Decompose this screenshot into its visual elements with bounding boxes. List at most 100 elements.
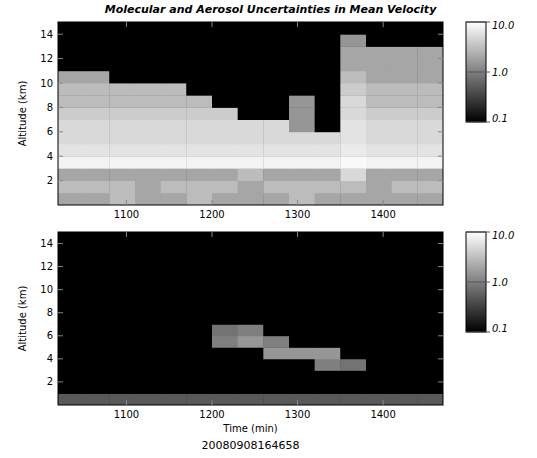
x-tick (383, 400, 384, 405)
heat-cell (315, 181, 341, 194)
heat-cell (315, 255, 341, 267)
heat-cell (289, 370, 315, 382)
y-tick (58, 156, 63, 157)
heat-cell (84, 290, 110, 302)
heat-cell (186, 382, 212, 394)
heat-cell (392, 34, 418, 47)
heat-cell (161, 370, 187, 382)
heat-cell (315, 313, 341, 325)
heat-cell (212, 22, 238, 35)
heat-cell (58, 46, 84, 59)
heat-cell (58, 193, 84, 205)
heat-cell (212, 193, 238, 205)
heat-cell (238, 144, 264, 157)
heat-cell (340, 382, 366, 394)
heat-cell (135, 232, 161, 244)
heat-cell (417, 255, 443, 267)
heat-cell (212, 336, 238, 348)
heat-cell (392, 107, 418, 120)
heat-cell (340, 144, 366, 157)
heat-cell (289, 359, 315, 371)
heat-cell (135, 359, 161, 371)
heat-cell (392, 267, 418, 279)
heat-cell (84, 71, 110, 84)
heat-cell (84, 393, 110, 405)
heat-cell (392, 71, 418, 84)
heat-cell (417, 393, 443, 405)
y-tick-label: 8 (47, 102, 53, 113)
heat-cell (84, 278, 110, 290)
heat-cell (212, 34, 238, 47)
heat-cell (263, 255, 289, 267)
heat-cell (186, 193, 212, 205)
heat-cell (392, 46, 418, 59)
heat-cell (58, 393, 84, 405)
heat-cell (161, 83, 187, 96)
heat-cell (109, 95, 135, 108)
y-tick (438, 180, 443, 181)
heat-cell (58, 120, 84, 133)
heat-cell (109, 120, 135, 133)
y-tick (438, 131, 443, 132)
heat-cell (186, 107, 212, 120)
heat-cell (340, 120, 366, 133)
heat-cell (161, 267, 187, 279)
heat-cell (340, 301, 366, 313)
heat-cell (366, 193, 392, 205)
heat-cell (109, 232, 135, 244)
heat-cell (417, 267, 443, 279)
heat-cell (135, 46, 161, 59)
heat-cell (58, 132, 84, 145)
heat-cell (289, 59, 315, 72)
heat-cell (315, 278, 341, 290)
heat-cell (238, 267, 264, 279)
y-tick (58, 312, 63, 313)
heat-cell (417, 370, 443, 382)
heat-cell (161, 120, 187, 133)
heat-cell (263, 22, 289, 35)
heat-cell (58, 382, 84, 394)
heat-cell (212, 232, 238, 244)
heat-cell (161, 278, 187, 290)
heat-cell (289, 336, 315, 348)
heat-cell (315, 156, 341, 169)
y-tick-label: 2 (47, 175, 53, 186)
y-tick-label: 8 (47, 307, 53, 318)
heat-cell (58, 336, 84, 348)
heat-cell (161, 181, 187, 194)
heat-cell (238, 393, 264, 405)
heat-cell (417, 382, 443, 394)
heat-cell (161, 71, 187, 84)
heat-cell (109, 107, 135, 120)
heat-cell (58, 313, 84, 325)
plot-background (58, 22, 443, 205)
heat-cell (186, 59, 212, 72)
heat-cell (58, 107, 84, 120)
heat-cell (161, 193, 187, 205)
heat-cell (58, 347, 84, 359)
heat-cell (212, 120, 238, 133)
heat-cell (417, 156, 443, 169)
y-tick (58, 180, 63, 181)
colorbar-tick-label: 10.0 (492, 230, 514, 241)
heat-cell (417, 107, 443, 120)
heat-cell (315, 324, 341, 336)
heat-cell (289, 34, 315, 47)
heat-cell (366, 95, 392, 108)
heat-cell (263, 144, 289, 157)
heat-cell (212, 278, 238, 290)
annotation: 20080908164658 (202, 439, 300, 452)
heat-cell (417, 193, 443, 205)
x-tick-label: 1200 (199, 209, 224, 220)
heat-cell (366, 120, 392, 133)
heat-cell (340, 232, 366, 244)
heat-cell (84, 347, 110, 359)
x-tick-label: 1300 (285, 209, 310, 220)
heat-cell (58, 244, 84, 256)
y-tick (438, 34, 443, 35)
heat-cell (263, 324, 289, 336)
y-tick (58, 266, 63, 267)
heat-cell (366, 359, 392, 371)
heat-cell (186, 393, 212, 405)
heat-cell (289, 232, 315, 244)
